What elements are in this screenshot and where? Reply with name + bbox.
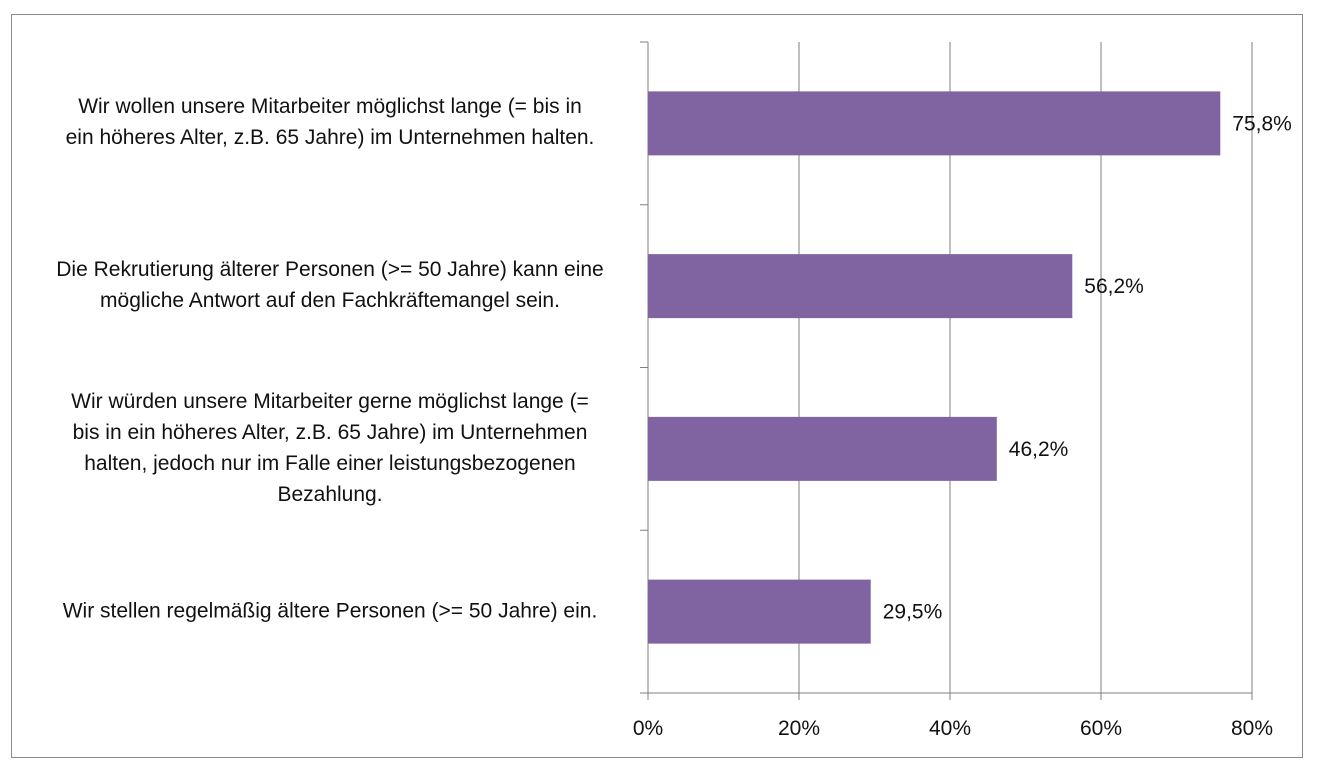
category-label-line: Die Rekrutierung älterer Personen (>= 50… <box>56 258 604 282</box>
bar <box>648 91 1221 156</box>
bar <box>648 579 871 644</box>
data-label: 46,2% <box>1009 438 1069 461</box>
x-tick-label: 40% <box>929 717 971 740</box>
category-label-line: Bezahlung. <box>277 482 383 506</box>
category-label-line: bis in ein höheres Alter, z.B. 65 Jahre)… <box>72 420 588 444</box>
data-label: 29,5% <box>883 601 943 624</box>
category-label-line: mögliche Antwort auf den Fachkräftemange… <box>100 289 560 313</box>
x-tick-label: 80% <box>1231 717 1273 740</box>
category-label-line: Wir würden unsere Mitarbeiter gerne mögl… <box>71 389 589 413</box>
data-label: 56,2% <box>1084 275 1144 298</box>
category-label: Die Rekrutierung älterer Personen (>= 50… <box>20 254 640 316</box>
category-label: Wir wollen unsere Mitarbeiter möglichst … <box>20 91 640 153</box>
category-label-line: halten, jedoch nur im Falle einer leistu… <box>84 451 576 475</box>
x-tick-label: 0% <box>633 717 663 740</box>
category-label-line: Wir wollen unsere Mitarbeiter möglichst … <box>78 95 582 119</box>
category-label-line: Wir stellen regelmäßig ältere Personen (… <box>62 599 598 623</box>
bar <box>648 416 997 481</box>
category-label: Wir würden unsere Mitarbeiter gerne mögl… <box>20 386 640 510</box>
bar <box>648 254 1073 319</box>
x-tick-label: 20% <box>778 717 820 740</box>
data-label: 75,8% <box>1232 112 1292 135</box>
category-label-line: ein höheres Alter, z.B. 65 Jahre) im Unt… <box>65 126 595 150</box>
x-tick-label: 60% <box>1080 717 1122 740</box>
category-label: Wir stellen regelmäßig ältere Personen (… <box>20 595 640 626</box>
